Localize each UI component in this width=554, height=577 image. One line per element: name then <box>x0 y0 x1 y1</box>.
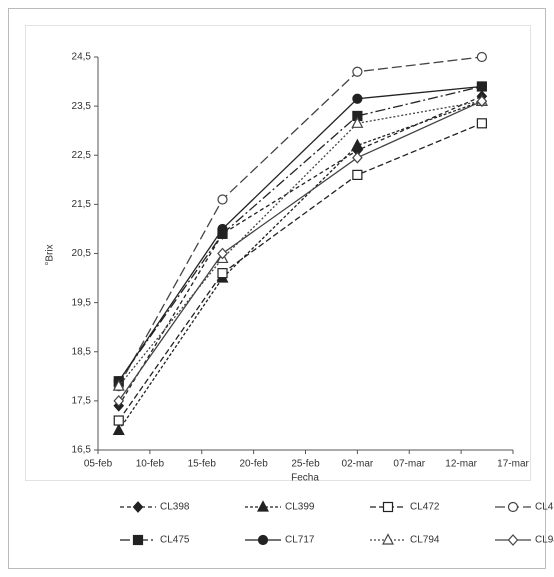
x-tick-label: 12-mar <box>445 459 477 470</box>
series-line <box>118 85 483 382</box>
marker <box>352 169 363 180</box>
marker <box>476 118 487 129</box>
marker <box>112 423 125 435</box>
legend-label: CL472 <box>410 502 440 513</box>
x-tick-label: 05-feb <box>84 459 113 470</box>
legend-marker <box>132 501 144 513</box>
x-tick-label: 17-mar <box>497 459 529 470</box>
legend-marker <box>507 534 519 546</box>
series-line <box>118 100 483 431</box>
series-line <box>118 85 482 382</box>
legend-marker <box>382 533 394 545</box>
y-tick-label: 22,5 <box>72 150 92 161</box>
legend-marker <box>382 501 394 513</box>
marker <box>476 95 488 108</box>
series-line <box>118 100 483 402</box>
y-tick-label: 17,5 <box>72 396 92 407</box>
series-line <box>118 56 482 387</box>
marker <box>113 394 125 407</box>
legend-label: CL794 <box>410 535 440 546</box>
marker <box>113 415 124 426</box>
y-tick-label: 23,5 <box>72 101 92 112</box>
legend-marker <box>132 534 144 546</box>
marker <box>217 247 228 260</box>
marker <box>217 223 228 235</box>
x-axis-label: Fecha <box>291 473 319 484</box>
y-tick-label: 16,5 <box>72 445 92 456</box>
legend-label: CL474 <box>535 502 554 513</box>
series-line <box>118 100 482 387</box>
y-tick-label: 24,5 <box>72 52 92 63</box>
x-tick-label: 02-mar <box>342 459 374 470</box>
marker <box>112 379 125 391</box>
legend-label: CL944 <box>535 535 554 546</box>
y-tick-label: 21,5 <box>72 199 92 210</box>
marker <box>352 66 363 77</box>
marker <box>476 81 487 92</box>
marker <box>476 51 487 63</box>
series-line <box>118 122 483 421</box>
marker <box>352 151 363 164</box>
marker <box>217 268 228 279</box>
x-tick-label: 20-feb <box>239 459 268 470</box>
y-axis-label: °Brix <box>45 244 56 265</box>
legend-label: CL398 <box>160 502 190 513</box>
x-tick-label: 25-feb <box>291 459 320 470</box>
marker <box>217 194 228 205</box>
x-tick-label: 10-feb <box>136 459 165 470</box>
legend-marker <box>507 501 519 513</box>
marker <box>351 116 364 128</box>
y-tick-label: 19,5 <box>72 297 92 308</box>
x-tick-label: 07-mar <box>393 459 425 470</box>
legend-label: CL717 <box>285 535 315 546</box>
x-tick-label: 15-feb <box>188 459 217 470</box>
series-line <box>118 95 483 407</box>
legend-marker <box>257 500 269 512</box>
marker <box>351 138 364 151</box>
frame <box>8 8 546 569</box>
marker <box>352 93 363 104</box>
legend-marker <box>257 534 269 546</box>
y-tick-label: 20,5 <box>72 248 92 259</box>
legend-label: CL399 <box>285 502 315 513</box>
legend-label: CL475 <box>160 535 190 546</box>
y-tick-label: 18,5 <box>72 346 92 357</box>
plot-frame <box>25 25 531 481</box>
